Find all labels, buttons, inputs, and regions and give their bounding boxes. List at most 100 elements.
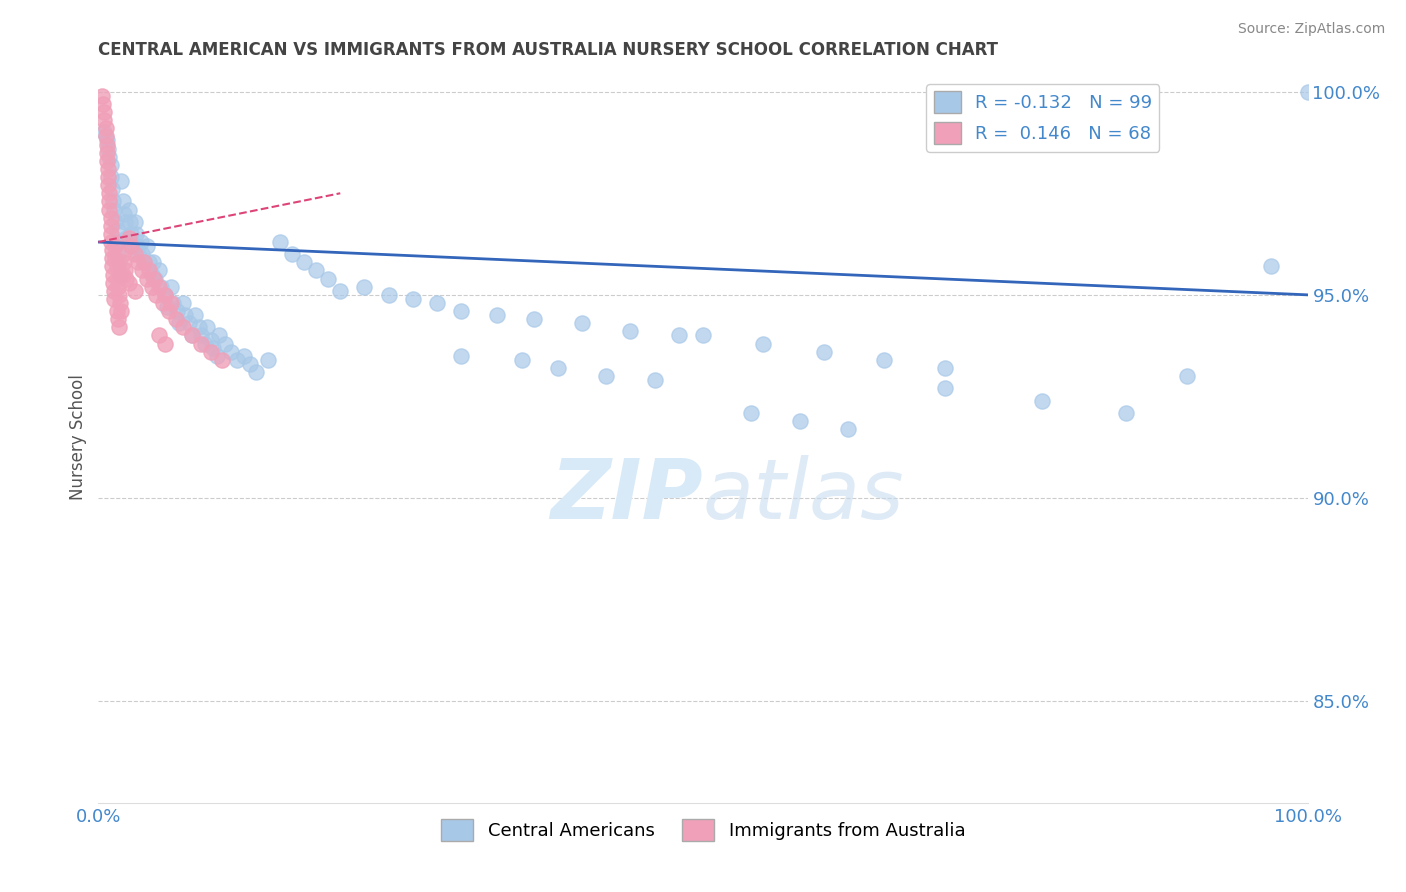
Point <box>110 304 132 318</box>
Point <box>153 288 176 302</box>
Text: CENTRAL AMERICAN VS IMMIGRANTS FROM AUSTRALIA NURSERY SCHOOL CORRELATION CHART: CENTRAL AMERICAN VS IMMIGRANTS FROM AUST… <box>98 41 998 59</box>
Point <box>98 186 121 201</box>
Point <box>179 316 201 330</box>
Point <box>174 308 197 322</box>
Point <box>131 263 153 277</box>
Point <box>94 129 117 144</box>
Point <box>143 271 166 285</box>
Point <box>107 279 129 293</box>
Point <box>134 255 156 269</box>
Point <box>103 284 125 298</box>
Point <box>239 357 262 371</box>
Y-axis label: Nursery School: Nursery School <box>69 374 87 500</box>
Point <box>135 271 157 285</box>
Point <box>101 194 124 209</box>
Point <box>486 308 509 322</box>
Point <box>934 361 956 376</box>
Point <box>100 219 122 233</box>
Point <box>450 304 472 318</box>
Point <box>120 239 142 253</box>
Point <box>100 243 122 257</box>
Point <box>93 113 115 128</box>
Point <box>96 153 118 168</box>
Point <box>118 202 141 217</box>
Text: ZIP: ZIP <box>550 455 703 536</box>
Text: atlas: atlas <box>703 455 904 536</box>
Point <box>131 247 153 261</box>
Point <box>105 271 128 285</box>
Point <box>934 381 956 395</box>
Point <box>873 352 896 367</box>
Point <box>195 320 218 334</box>
Point <box>103 292 125 306</box>
Point <box>100 252 122 266</box>
Point <box>91 96 114 111</box>
Point <box>114 263 136 277</box>
Point <box>127 239 149 253</box>
Point <box>157 304 180 318</box>
Point <box>98 150 121 164</box>
Point <box>108 288 131 302</box>
Point <box>104 215 127 229</box>
Point <box>789 414 811 428</box>
Point <box>118 231 141 245</box>
Point <box>162 296 184 310</box>
Point <box>402 292 425 306</box>
Point <box>305 263 328 277</box>
Point <box>510 352 533 367</box>
Point <box>184 308 207 322</box>
Point <box>269 235 291 249</box>
Point <box>115 231 138 245</box>
Point <box>100 169 122 184</box>
Point <box>619 325 641 339</box>
Point <box>108 296 131 310</box>
Point <box>148 263 170 277</box>
Point <box>426 296 449 310</box>
Point <box>160 279 183 293</box>
Point <box>101 268 124 282</box>
Point <box>118 276 141 290</box>
Point <box>644 373 666 387</box>
Point <box>214 336 236 351</box>
Point <box>98 194 121 209</box>
Point <box>127 247 149 261</box>
Point <box>221 344 243 359</box>
Point <box>97 169 120 184</box>
Point <box>100 211 122 225</box>
Point <box>156 300 179 314</box>
Point <box>107 312 129 326</box>
Point <box>190 328 212 343</box>
Point <box>692 328 714 343</box>
Point <box>97 161 120 176</box>
Point <box>93 125 115 139</box>
Point <box>120 227 142 241</box>
Point <box>124 247 146 261</box>
Point <box>115 271 138 285</box>
Point <box>571 316 593 330</box>
Point <box>595 369 617 384</box>
Point <box>98 202 121 217</box>
Point <box>211 352 233 367</box>
Point <box>1260 260 1282 274</box>
Point <box>96 145 118 160</box>
Point <box>100 227 122 241</box>
Point <box>180 328 202 343</box>
Point <box>152 296 174 310</box>
Point <box>245 365 267 379</box>
Point <box>100 260 122 274</box>
Point <box>169 316 191 330</box>
Point <box>105 223 128 237</box>
Point <box>148 279 170 293</box>
Point <box>142 255 165 269</box>
Point <box>205 349 228 363</box>
Point <box>668 328 690 343</box>
Point <box>138 255 160 269</box>
Point <box>232 349 254 363</box>
Point <box>1175 369 1198 384</box>
Point <box>105 260 128 274</box>
Point <box>105 304 128 318</box>
Point <box>200 344 222 359</box>
Point <box>166 304 188 318</box>
Legend: Central Americans, Immigrants from Australia: Central Americans, Immigrants from Austr… <box>433 812 973 848</box>
Point <box>96 133 118 147</box>
